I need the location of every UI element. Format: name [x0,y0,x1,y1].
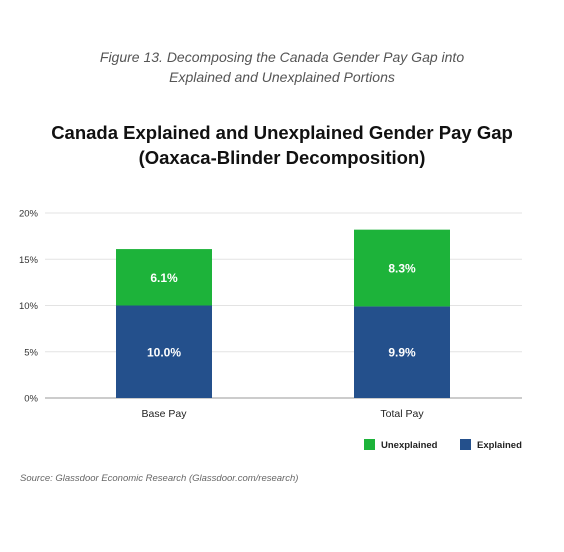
data-label-explained: 9.9% [388,346,416,360]
legend-label-explained: Explained [477,440,522,451]
y-tick-label: 10% [19,301,39,312]
bar-explained [354,306,450,398]
legend-label-unexplained: Unexplained [381,440,438,451]
figure-caption-line-2: Explained and Unexplained Portions [169,69,395,85]
chart-title-line-1: Canada Explained and Unexplained Gender … [51,122,513,143]
bar-unexplained [354,229,450,307]
legend-swatch-unexplained [364,439,375,450]
legend-swatch-explained [460,439,471,450]
data-label-unexplained: 6.1% [150,271,178,285]
y-tick-label: 5% [24,347,38,358]
y-tick-label: 20% [19,209,39,220]
chart-title-line-2: (Oaxaca-Blinder Decomposition) [138,147,426,168]
bar-explained [116,305,212,398]
y-tick-label: 15% [19,255,39,266]
figure-caption-line-1: Figure 13. Decomposing the Canada Gender… [99,49,465,65]
x-tick-label: Base Pay [142,408,188,420]
y-tick-label: 0% [24,394,38,405]
source-note: Source: Glassdoor Economic Research (Gla… [20,473,299,484]
data-label-explained: 10.0% [147,345,181,359]
x-tick-label: Total Pay [380,408,424,420]
bar-unexplained [116,249,212,306]
data-label-unexplained: 8.3% [388,262,416,276]
